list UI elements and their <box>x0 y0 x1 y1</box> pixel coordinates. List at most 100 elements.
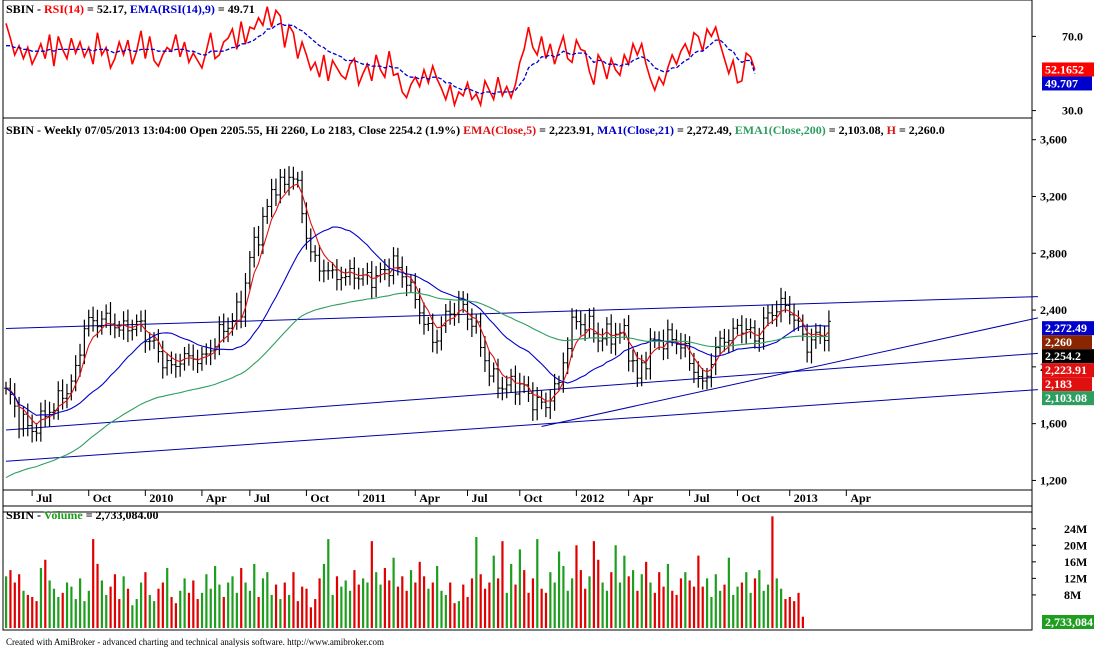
panel-frames <box>2 0 1033 631</box>
ohlc-bar <box>247 250 252 290</box>
value-badge <box>1042 377 1092 392</box>
volume-bar <box>575 545 578 628</box>
ohlc-bar <box>226 317 231 343</box>
ohlc-bar <box>143 309 148 353</box>
volume-bar <box>244 582 247 628</box>
volume-bar <box>48 580 51 628</box>
volume-bar <box>470 578 474 628</box>
volume-bar <box>449 582 452 628</box>
title-part: EMA(Close,5) <box>463 123 536 137</box>
ohlc-bar <box>38 402 43 442</box>
volume-bar <box>122 576 125 628</box>
volume-bar <box>466 596 469 628</box>
ohlc-bar <box>347 259 352 286</box>
x-tick-label: 2011 <box>363 491 386 505</box>
volume-bar <box>710 596 713 628</box>
volume-bar <box>44 559 47 628</box>
price-plot <box>4 166 1039 479</box>
volume-bar <box>331 594 334 628</box>
ohlc-bar <box>435 329 440 354</box>
ohlc-bar <box>178 353 183 377</box>
volume-bar <box>340 586 343 628</box>
volume-bar <box>732 594 735 628</box>
volume-bar <box>653 592 656 628</box>
ohlc-bar <box>404 265 409 297</box>
price-panel-title: SBIN - Weekly 07/05/2013 13:04:00 Open 2… <box>6 123 945 137</box>
value-badge-label: 2,272.49 <box>1045 321 1087 335</box>
volume-bar <box>453 603 456 628</box>
volume-bar <box>335 576 339 628</box>
volume-plot <box>5 516 804 628</box>
volume-bar <box>174 603 178 628</box>
volume-bar <box>666 563 670 628</box>
ohlc-bar <box>300 170 305 224</box>
y-tick-label: 24M <box>1064 522 1087 536</box>
volume-bar <box>288 594 291 628</box>
volume-bar <box>57 596 60 628</box>
volume-bar <box>531 578 535 628</box>
ma21-line <box>5 226 829 416</box>
volume-bar <box>745 572 748 628</box>
volume-bar <box>775 578 778 628</box>
value-badge-label: 49.707 <box>1045 76 1078 90</box>
volume-bar <box>736 586 739 628</box>
ohlc-bar <box>583 313 588 341</box>
volume-bar <box>523 570 526 628</box>
volume-bar <box>697 555 700 628</box>
value-badge <box>1042 391 1094 406</box>
ohlc-bar <box>526 376 531 402</box>
ohlc-bar <box>278 168 283 204</box>
ohlc-bar <box>718 330 723 355</box>
volume-bar <box>366 582 369 628</box>
volume-bar <box>797 592 800 628</box>
volume-bar <box>148 594 151 628</box>
ohlc-bar <box>173 353 178 378</box>
volume-bar <box>327 539 330 628</box>
volume-bar <box>35 601 38 628</box>
ohlc-bar <box>504 375 509 399</box>
volume-bar <box>83 601 86 628</box>
x-tick-label: Oct <box>524 491 543 505</box>
volume-bar <box>719 590 722 628</box>
volume-bar <box>131 605 134 628</box>
ohlc-bar <box>487 350 492 387</box>
ohlc-bar <box>282 168 287 193</box>
volume-bar <box>475 537 478 628</box>
volume-bar <box>749 592 752 628</box>
ohlc-bar <box>535 386 540 421</box>
y-tick-label: 12M <box>1064 571 1087 585</box>
title-part: RSI(14) <box>44 2 84 16</box>
x-tick-label: Jul <box>694 491 711 505</box>
volume-bar <box>253 563 256 628</box>
y-tick-label: 1,200 <box>1040 473 1067 487</box>
volume-bar <box>61 592 64 628</box>
volume-bar <box>205 574 208 628</box>
volume-bar <box>348 590 352 628</box>
trendline <box>5 352 1038 431</box>
volume-bar <box>270 594 273 628</box>
volume-bar <box>766 584 770 628</box>
volume-bar <box>527 592 530 628</box>
volume-bar <box>540 588 543 628</box>
volume-bar <box>562 565 565 628</box>
title-part: SBIN - <box>6 508 44 522</box>
volume-bar <box>658 572 661 628</box>
volume-bar <box>126 588 130 628</box>
ohlc-bar <box>700 368 705 390</box>
volume-bar <box>618 582 622 628</box>
value-badge-label: 52.1652 <box>1045 62 1084 76</box>
x-tick-label: Oct <box>93 491 112 505</box>
volume-bar <box>479 574 482 628</box>
title-part: = 2,223.91, <box>536 123 597 137</box>
volume-bar <box>296 601 299 628</box>
ohlc-bar <box>696 361 701 388</box>
ohlc-bar <box>665 319 670 360</box>
value-badge <box>1042 615 1094 629</box>
volume-bar <box>597 559 600 628</box>
volume-bar <box>610 572 613 628</box>
volume-bar <box>200 592 204 628</box>
ohlc-bar <box>774 300 779 327</box>
volume-bar <box>688 580 691 628</box>
y-tick-label: 70.0 <box>1062 29 1083 43</box>
ohlc-bar <box>243 273 248 328</box>
